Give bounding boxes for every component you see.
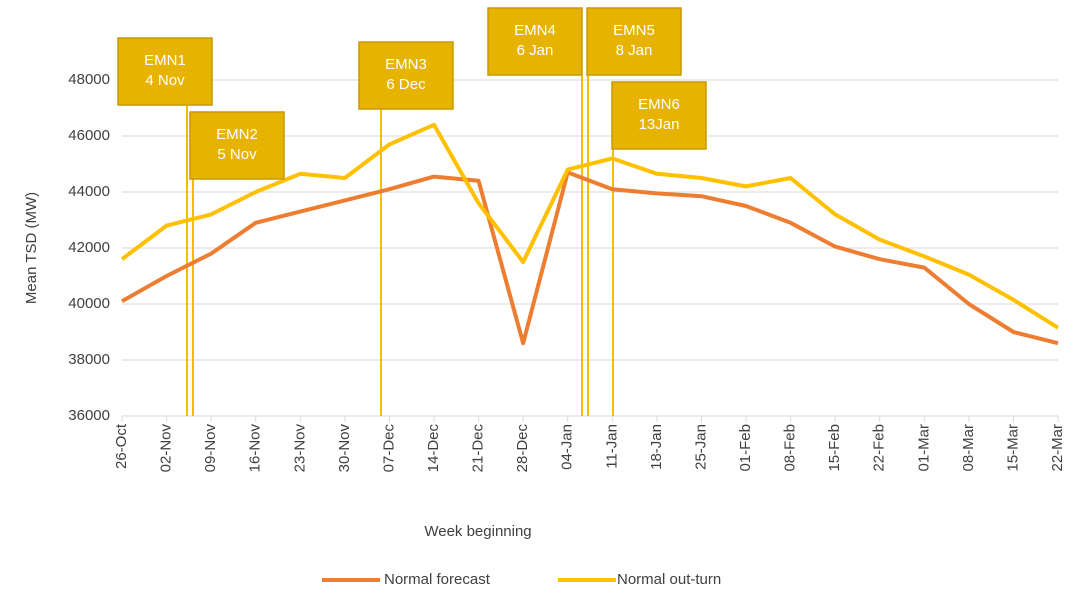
annotation-text: 8 Jan (616, 42, 653, 59)
x-tick-label: 21-Dec (470, 424, 487, 473)
annotation-text: 13Jan (639, 116, 680, 133)
x-tick-label: 04-Jan (559, 424, 576, 470)
annotation-box (487, 7, 583, 76)
x-tick-label: 18-Jan (648, 424, 665, 470)
y-tick-label: 42000 (68, 239, 110, 256)
y-tick-label: 40000 (68, 295, 110, 312)
x-tick-label: 15-Feb (826, 424, 843, 472)
annotation: EMN5 8 Jan (586, 7, 682, 76)
annotation-text: EMN1 (144, 52, 186, 69)
annotation-text: EMN3 (385, 56, 427, 73)
annotation-text: EMN6 (638, 96, 680, 113)
x-tick-label: 08-Mar (960, 424, 977, 472)
x-tick-label: 14-Dec (425, 424, 442, 473)
x-tick-label: 02-Nov (158, 424, 175, 473)
y-tick-label: 38000 (68, 351, 110, 368)
annotation-text: EMN2 (216, 126, 258, 143)
x-tick-label: 23-Nov (291, 424, 308, 473)
x-tick-label: 22-Mar (1049, 424, 1066, 472)
annotation-text: 5 Nov (217, 146, 257, 163)
x-tick-label: 09-Nov (202, 424, 219, 473)
annotation-text: 6 Jan (517, 42, 554, 59)
y-axis-title: Mean TSD (MW) (23, 192, 40, 304)
x-tick-label: 16-Nov (247, 424, 264, 473)
x-tick-label: 07-Dec (380, 424, 397, 473)
y-tick-label: 46000 (68, 127, 110, 144)
y-tick-label: 48000 (68, 71, 110, 88)
x-tick-label: 11-Jan (603, 424, 620, 469)
x-tick-label: 25-Jan (692, 424, 709, 470)
x-tick-label: 15-Mar (1004, 424, 1021, 472)
annotation: EMN6 13Jan (611, 81, 707, 150)
annotation: EMN4 6 Jan (487, 7, 583, 76)
x-tick-label: 28-Dec (514, 424, 531, 473)
y-tick-label: 36000 (68, 407, 110, 424)
annotation-text: EMN4 (514, 22, 556, 39)
annotation-box (586, 7, 682, 76)
annotation-text: EMN5 (613, 22, 655, 39)
series-line (120, 122, 1060, 330)
annotation-box (358, 41, 454, 110)
x-tick-label: 22-Feb (871, 424, 888, 472)
legend-label: Normal forecast (384, 571, 491, 588)
x-tick-label: 01-Mar (915, 424, 932, 472)
legend-label: Normal out-turn (617, 571, 721, 588)
annotation-text: 4 Nov (145, 72, 185, 89)
annotation: EMN3 6 Dec (358, 41, 454, 110)
x-tick-label: 08-Feb (782, 424, 799, 472)
annotation: EMN1 4 Nov (117, 37, 213, 106)
x-tick-label: 30-Nov (336, 424, 353, 473)
annotation-box (611, 81, 707, 150)
x-tick-label: 26-Oct (113, 423, 130, 469)
x-tick-label: 01-Feb (737, 424, 754, 472)
annotation-box (189, 111, 285, 180)
series-line (121, 170, 1059, 346)
y-tick-label: 44000 (68, 183, 110, 200)
annotation-text: 6 Dec (386, 76, 426, 93)
x-axis-title: Week beginning (424, 523, 531, 540)
annotation-box (117, 37, 213, 106)
annotation: EMN2 5 Nov (189, 111, 285, 180)
